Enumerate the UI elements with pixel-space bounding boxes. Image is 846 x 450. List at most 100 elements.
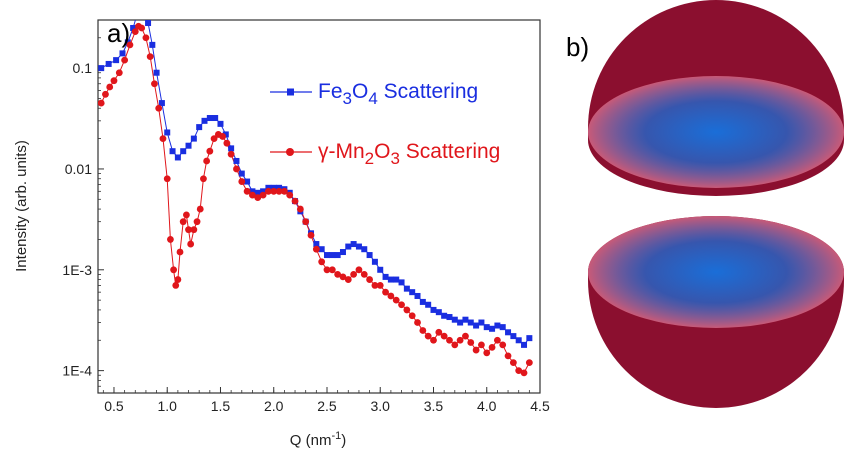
data-point-mn2o3 (456, 336, 464, 344)
y-tick-label: 1E-4 (62, 363, 92, 379)
data-point-mn2o3 (183, 211, 190, 219)
data-point-fe3o4 (238, 170, 245, 177)
data-point-mn2o3 (190, 226, 198, 234)
data-point-mn2o3 (170, 266, 178, 274)
data-point-fe3o4 (483, 324, 490, 331)
data-point-fe3o4 (265, 184, 272, 191)
data-point-fe3o4 (212, 115, 219, 122)
data-point-fe3o4 (153, 69, 160, 76)
data-point-fe3o4 (228, 145, 235, 152)
lower-hemisphere-core (588, 216, 844, 328)
data-point-fe3o4 (478, 319, 485, 326)
data-point-mn2o3 (172, 282, 180, 289)
legend-label-part: Scattering (400, 140, 500, 163)
hemispheres-panel: b) (566, 0, 844, 408)
y-tick-label: 0.01 (65, 161, 92, 177)
data-point-mn2o3 (462, 332, 469, 340)
data-point-fe3o4 (244, 178, 251, 185)
data-point-mn2o3 (451, 341, 459, 349)
data-point-mn2o3 (525, 359, 533, 367)
data-point-mn2o3 (493, 336, 501, 344)
data-point-fe3o4 (185, 142, 192, 149)
data-point-fe3o4 (510, 333, 517, 340)
data-point-mn2o3 (419, 327, 427, 334)
data-point-mn2o3 (446, 336, 453, 344)
data-point-mn2o3 (233, 165, 240, 173)
data-point-mn2o3 (403, 306, 411, 314)
data-point-fe3o4 (462, 316, 469, 323)
data-point-mn2o3 (176, 248, 184, 256)
data-point-fe3o4 (371, 258, 378, 265)
data-point-mn2o3 (286, 191, 294, 199)
data-point-fe3o4 (318, 246, 325, 253)
data-point-mn2o3 (302, 218, 310, 226)
data-point-fe3o4 (158, 100, 165, 107)
data-point-fe3o4 (403, 285, 410, 292)
data-point-mn2o3 (408, 312, 416, 320)
x-tick-label: 4.0 (477, 398, 497, 414)
data-point-mn2o3 (126, 41, 134, 49)
legend-marker-circle (286, 148, 294, 156)
data-point-fe3o4 (494, 322, 501, 329)
data-point-fe3o4 (473, 322, 480, 329)
data-point-fe3o4 (134, 10, 140, 16)
data-point-mn2o3 (142, 34, 150, 42)
data-point-mn2o3 (376, 282, 384, 289)
legend-label-part: 4 (368, 89, 377, 108)
y-axis-label: Intensity (arb. units) (13, 140, 30, 272)
data-point-fe3o4 (505, 329, 512, 336)
legend-label-part: Fe (318, 80, 343, 103)
data-point-mn2o3 (270, 187, 278, 195)
data-point-fe3o4 (345, 243, 352, 250)
upper-hemisphere-core (588, 76, 844, 188)
data-point-fe3o4 (377, 266, 384, 273)
data-point-mn2o3 (193, 218, 201, 226)
data-point-mn2o3 (259, 191, 267, 199)
x-tick-label: 3.0 (371, 398, 391, 414)
data-point-fe3o4 (339, 249, 346, 256)
data-point-fe3o4 (382, 273, 389, 280)
data-point-fe3o4 (249, 188, 256, 195)
upper-hemisphere (588, 0, 844, 196)
data-point-fe3o4 (145, 20, 152, 27)
data-point-fe3o4 (467, 319, 474, 326)
data-point-mn2o3 (344, 276, 352, 283)
data-point-fe3o4 (217, 120, 224, 127)
data-point-mn2o3 (167, 236, 174, 243)
panel-label-b: b) (566, 32, 589, 62)
data-point-fe3o4 (180, 148, 187, 155)
data-point-fe3o4 (169, 148, 176, 155)
data-point-mn2o3 (440, 332, 448, 340)
data-point-fe3o4 (521, 341, 528, 348)
data-point-fe3o4 (119, 50, 126, 57)
data-point-fe3o4 (419, 298, 426, 305)
data-point-mn2o3 (159, 135, 167, 142)
x-tick-label: 1.0 (157, 398, 177, 414)
data-point-mn2o3 (366, 276, 373, 283)
data-point-mn2o3 (238, 178, 246, 185)
data-point-fe3o4 (254, 189, 261, 196)
data-point-mn2o3 (210, 135, 218, 142)
legend-label-part: O (374, 140, 390, 163)
data-point-mn2o3 (121, 56, 129, 64)
data-point-mn2o3 (398, 301, 405, 309)
data-point-fe3o4 (270, 184, 277, 191)
data-point-mn2o3 (196, 205, 204, 213)
data-point-mn2o3 (499, 341, 507, 349)
data-point-mn2o3 (243, 187, 251, 195)
data-point-mn2o3 (265, 187, 272, 195)
legend-marker-square (287, 88, 294, 96)
x-axis-label-exponent: -1 (331, 430, 341, 442)
data-point-mn2o3 (98, 99, 105, 107)
data-point-mn2o3 (106, 83, 114, 91)
x-tick-label: 0.5 (104, 398, 124, 414)
data-point-fe3o4 (361, 246, 368, 253)
data-point-fe3o4 (323, 252, 330, 259)
data-point-fe3o4 (451, 316, 458, 323)
data-point-mn2o3 (254, 194, 262, 201)
data-point-fe3o4 (174, 154, 181, 161)
data-point-fe3o4 (441, 312, 448, 319)
data-point-mn2o3 (155, 104, 163, 112)
data-point-mn2o3 (414, 319, 421, 326)
